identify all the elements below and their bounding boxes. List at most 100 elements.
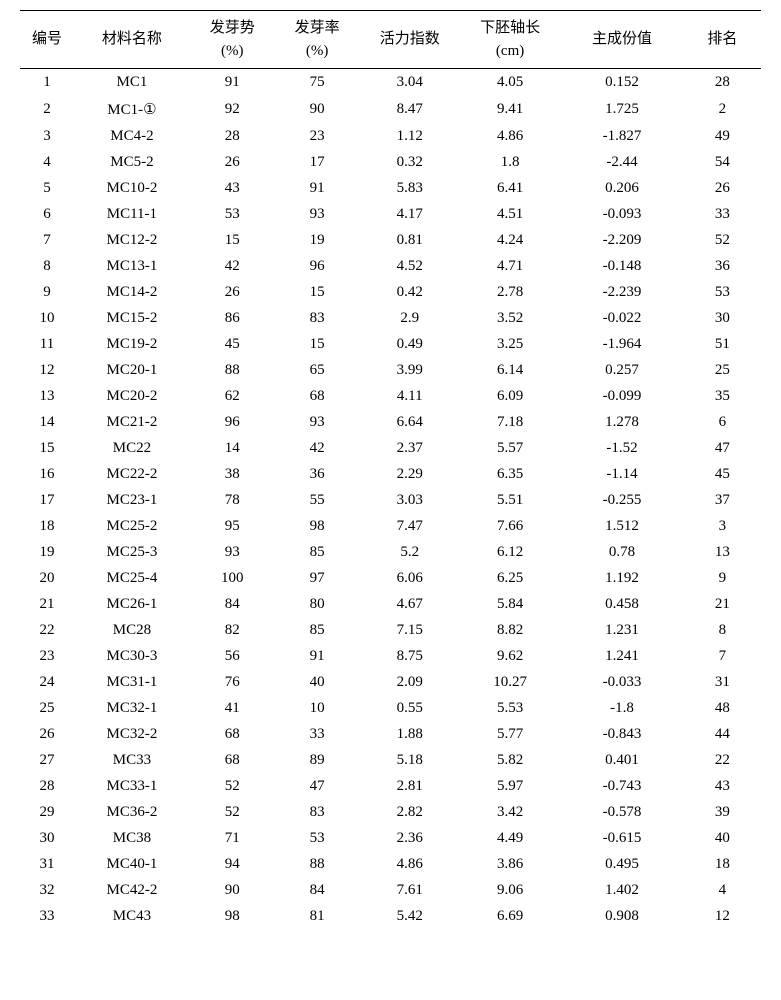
cell-vi: 3.03 <box>360 487 460 513</box>
cell-hl: 4.24 <box>460 227 560 253</box>
table-row: 32MC42-290847.619.061.4024 <box>20 877 761 903</box>
data-table: 编号 材料名称 发芽势(%) 发芽率(%) 活力指数 下胚轴长(cm) 主成份值… <box>20 10 761 929</box>
cell-rank: 36 <box>684 253 761 279</box>
col-header-pc: 主成份值 <box>560 11 683 69</box>
cell-rank: 26 <box>684 175 761 201</box>
table-row: 19MC25-393855.26.120.7813 <box>20 539 761 565</box>
cell-name: MC20-1 <box>74 357 190 383</box>
cell-pc: -0.033 <box>560 669 683 695</box>
cell-pc: 0.257 <box>560 357 683 383</box>
cell-name: MC25-4 <box>74 565 190 591</box>
cell-name: MC12-2 <box>74 227 190 253</box>
cell-rank: 54 <box>684 149 761 175</box>
cell-rank: 9 <box>684 565 761 591</box>
cell-vi: 2.9 <box>360 305 460 331</box>
cell-name: MC32-2 <box>74 721 190 747</box>
cell-name: MC30-3 <box>74 643 190 669</box>
cell-pc: 0.401 <box>560 747 683 773</box>
cell-gr: 91 <box>275 643 360 669</box>
cell-idx: 15 <box>20 435 74 461</box>
table-row: 7MC12-215190.814.24-2.20952 <box>20 227 761 253</box>
cell-gp: 92 <box>190 95 275 123</box>
cell-gr: 19 <box>275 227 360 253</box>
cell-name: MC32-1 <box>74 695 190 721</box>
cell-vi: 6.06 <box>360 565 460 591</box>
cell-gp: 68 <box>190 747 275 773</box>
table-row: 14MC21-296936.647.181.2786 <box>20 409 761 435</box>
cell-rank: 35 <box>684 383 761 409</box>
table-row: 3MC4-228231.124.86-1.82749 <box>20 123 761 149</box>
cell-vi: 2.81 <box>360 773 460 799</box>
cell-vi: 4.17 <box>360 201 460 227</box>
cell-idx: 1 <box>20 69 74 96</box>
cell-rank: 53 <box>684 279 761 305</box>
cell-idx: 26 <box>20 721 74 747</box>
cell-gp: 38 <box>190 461 275 487</box>
cell-gr: 90 <box>275 95 360 123</box>
cell-name: MC1-① <box>74 95 190 123</box>
cell-rank: 40 <box>684 825 761 851</box>
cell-vi: 2.82 <box>360 799 460 825</box>
cell-pc: 0.495 <box>560 851 683 877</box>
col-header-gr: 发芽率(%) <box>275 11 360 69</box>
cell-hl: 2.78 <box>460 279 560 305</box>
cell-gr: 68 <box>275 383 360 409</box>
cell-gr: 42 <box>275 435 360 461</box>
cell-gr: 83 <box>275 305 360 331</box>
table-row: 20MC25-4100976.066.251.1929 <box>20 565 761 591</box>
table-row: 2MC1-①92908.479.411.7252 <box>20 95 761 123</box>
cell-name: MC25-3 <box>74 539 190 565</box>
table-row: 11MC19-245150.493.25-1.96451 <box>20 331 761 357</box>
cell-gp: 14 <box>190 435 275 461</box>
cell-gp: 42 <box>190 253 275 279</box>
cell-hl: 6.35 <box>460 461 560 487</box>
cell-gr: 23 <box>275 123 360 149</box>
col-header-idx: 编号 <box>20 11 74 69</box>
table-row: 1MC191753.044.050.15228 <box>20 69 761 96</box>
cell-pc: -0.843 <box>560 721 683 747</box>
cell-hl: 5.51 <box>460 487 560 513</box>
cell-gp: 93 <box>190 539 275 565</box>
cell-gp: 52 <box>190 799 275 825</box>
col-header-name: 材料名称 <box>74 11 190 69</box>
cell-gr: 81 <box>275 903 360 929</box>
cell-gp: 82 <box>190 617 275 643</box>
cell-rank: 25 <box>684 357 761 383</box>
cell-rank: 4 <box>684 877 761 903</box>
cell-pc: -2.44 <box>560 149 683 175</box>
cell-hl: 9.41 <box>460 95 560 123</box>
table-row: 30MC3871532.364.49-0.61540 <box>20 825 761 851</box>
cell-idx: 16 <box>20 461 74 487</box>
cell-gp: 26 <box>190 149 275 175</box>
cell-gp: 100 <box>190 565 275 591</box>
cell-pc: -0.093 <box>560 201 683 227</box>
cell-gr: 84 <box>275 877 360 903</box>
cell-rank: 2 <box>684 95 761 123</box>
cell-rank: 21 <box>684 591 761 617</box>
table-body: 1MC191753.044.050.152282MC1-①92908.479.4… <box>20 69 761 930</box>
cell-vi: 5.18 <box>360 747 460 773</box>
cell-gr: 80 <box>275 591 360 617</box>
cell-gr: 33 <box>275 721 360 747</box>
cell-hl: 1.8 <box>460 149 560 175</box>
cell-rank: 13 <box>684 539 761 565</box>
cell-gr: 15 <box>275 331 360 357</box>
cell-gp: 71 <box>190 825 275 851</box>
cell-rank: 8 <box>684 617 761 643</box>
col-header-rank: 排名 <box>684 11 761 69</box>
cell-gp: 68 <box>190 721 275 747</box>
cell-rank: 7 <box>684 643 761 669</box>
cell-vi: 4.11 <box>360 383 460 409</box>
cell-hl: 10.27 <box>460 669 560 695</box>
cell-hl: 6.12 <box>460 539 560 565</box>
cell-vi: 8.47 <box>360 95 460 123</box>
cell-vi: 5.83 <box>360 175 460 201</box>
cell-pc: 0.78 <box>560 539 683 565</box>
cell-vi: 2.36 <box>360 825 460 851</box>
cell-idx: 2 <box>20 95 74 123</box>
cell-name: MC33 <box>74 747 190 773</box>
cell-gr: 75 <box>275 69 360 96</box>
cell-idx: 13 <box>20 383 74 409</box>
cell-gr: 65 <box>275 357 360 383</box>
cell-gp: 95 <box>190 513 275 539</box>
